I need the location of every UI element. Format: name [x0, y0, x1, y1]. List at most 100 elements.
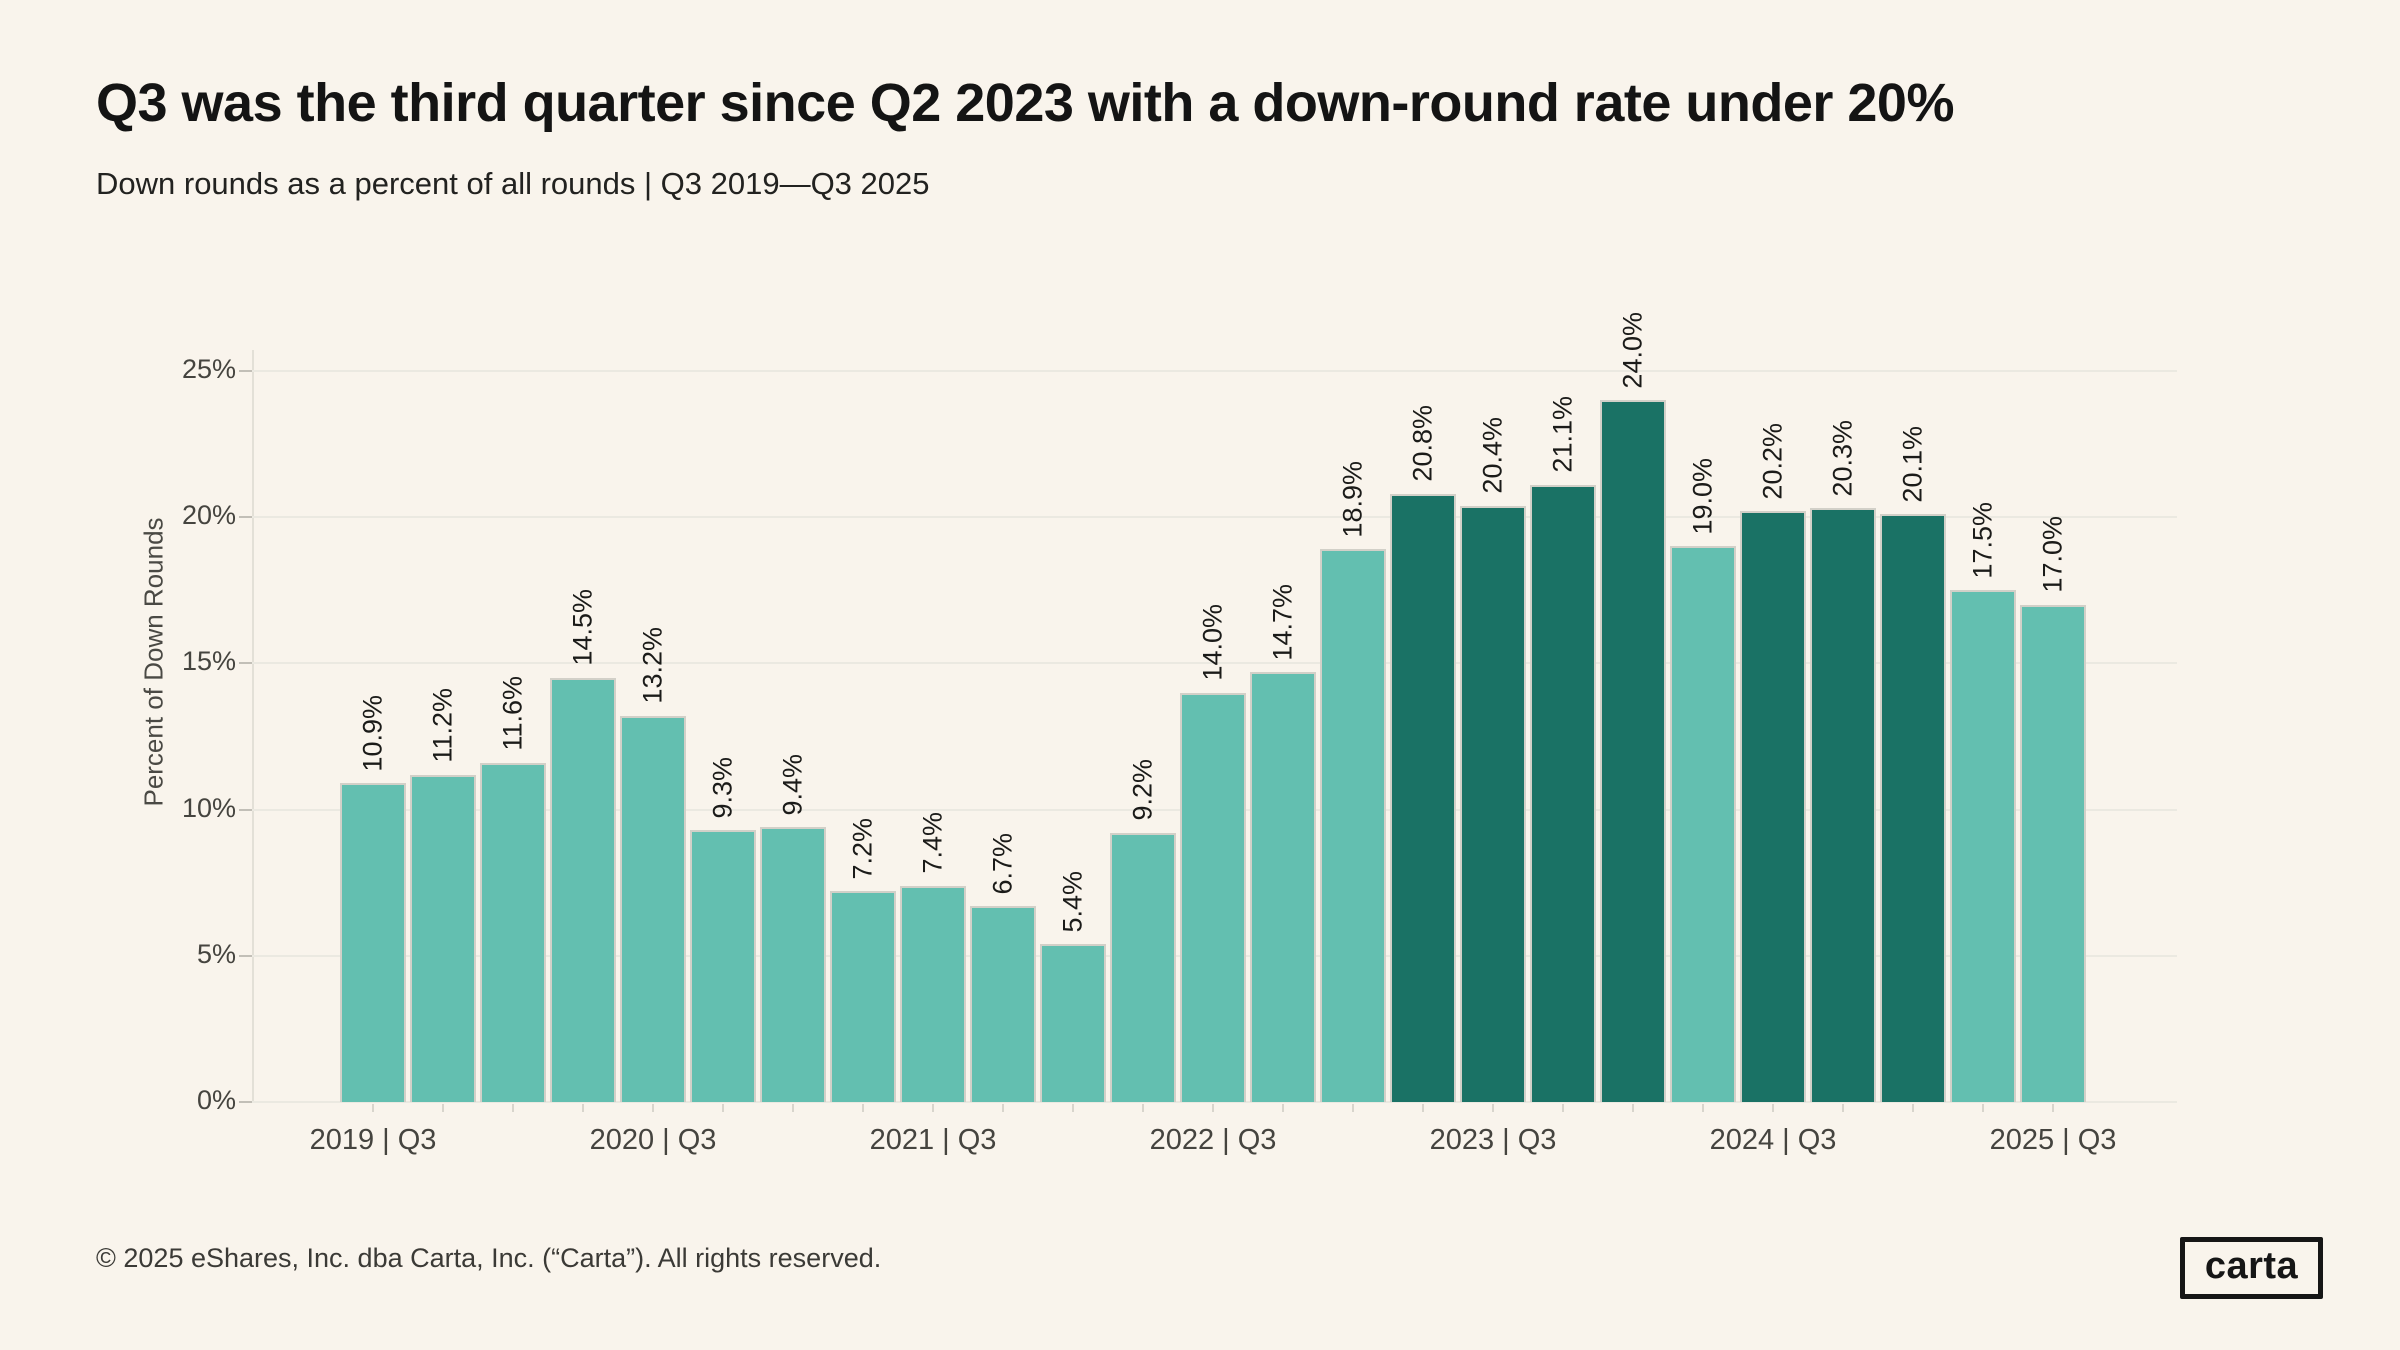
y-tick: [239, 808, 252, 811]
x-tick-label: 2025 | Q3: [1989, 1124, 2117, 1156]
x-tick-label: 2023 | Q3: [1429, 1124, 1557, 1156]
bar-value-label: 21.1%: [1547, 396, 1578, 474]
bar-slot-2024 Q2: 19.0%: [1670, 191, 1736, 1102]
y-tick: [239, 1101, 252, 1103]
carta-logo-text: carta: [2204, 1245, 2299, 1287]
bar-value-label: 14.7%: [1267, 583, 1298, 661]
bar-2025 Q3: [2020, 604, 2086, 1102]
gridline-15%: [252, 662, 2177, 665]
bar-slot-2024 Q3: 20.2%: [1740, 191, 1806, 1102]
x-tick: [1632, 1104, 1634, 1112]
y-tick-label: 0%: [196, 1085, 236, 1115]
bar-2021 Q4: [970, 906, 1036, 1102]
bar-2023 Q1: [1320, 549, 1386, 1102]
x-tick: [792, 1104, 794, 1112]
y-tick-label: 15%: [181, 646, 236, 677]
bar-slot-2019 Q3: 10.9%: [340, 191, 406, 1102]
bar-value-label: 20.2%: [1757, 422, 1788, 500]
bar-value-label: 14.0%: [1197, 604, 1228, 681]
bar-2023 Q2: [1390, 493, 1456, 1102]
bar-value-label: 11.6%: [497, 676, 528, 751]
bar-2024 Q1: [1600, 400, 1666, 1102]
bar-value-label: 17.5%: [1967, 501, 1998, 579]
bar-slot-2025 Q3: 17.0%: [2020, 191, 2086, 1102]
bar-slot-2024 Q1: 24.0%: [1600, 191, 1666, 1102]
x-tick: [1912, 1104, 1914, 1112]
bar-value-label: 13.2%: [637, 627, 668, 705]
x-tick-label: 2019 | Q3: [309, 1124, 437, 1156]
bar-slot-2022 Q3: 14.0%: [1180, 191, 1246, 1102]
x-tick: [1422, 1104, 1424, 1112]
bar-slot-2023 Q1: 18.9%: [1320, 191, 1386, 1102]
y-tick: [239, 954, 252, 957]
bar-value-label: 7.2%: [847, 817, 878, 880]
x-tick: [1842, 1104, 1844, 1112]
bar-slot-2025 Q1: 20.1%: [1880, 191, 1946, 1102]
bar-slot-2024 Q4: 20.3%: [1810, 191, 1876, 1102]
gridline-20%: [252, 516, 2177, 519]
bar-2025 Q2: [1950, 590, 2016, 1102]
x-tick: [1352, 1104, 1354, 1112]
bar-slot-2020 Q4: 9.3%: [690, 191, 756, 1102]
bar-2021 Q3: [900, 885, 966, 1102]
x-tick: [582, 1104, 584, 1112]
y-tick: [239, 516, 252, 519]
gridline-0%: [252, 1101, 2177, 1103]
bar-2023 Q3: [1460, 505, 1526, 1102]
x-tick: [652, 1104, 654, 1112]
plot-area: 10.9% 11.2% 11.6% 14.5% 13.2% 9.3% 9.4% 7.2% 7.4…: [252, 312, 2177, 1103]
y-tick: [239, 662, 252, 665]
bar-slot-2020 Q1: 11.6%: [480, 191, 546, 1102]
bar-value-label: 20.8%: [1407, 405, 1438, 482]
bar-slot-2022 Q4: 14.7%: [1250, 191, 1316, 1102]
bar-2024 Q4: [1810, 508, 1876, 1102]
bar-value-label: 20.1%: [1897, 425, 1928, 503]
bar-slot-2019 Q4: 11.2%: [410, 191, 476, 1102]
x-tick: [722, 1104, 724, 1112]
x-tick: [1772, 1104, 1774, 1112]
bar-value-label: 9.3%: [707, 756, 738, 819]
bar-slot-2023 Q4: 21.1%: [1530, 191, 1596, 1102]
bar-2024 Q2: [1670, 546, 1736, 1102]
bar-2019 Q3: [340, 783, 406, 1102]
x-tick: [1562, 1104, 1564, 1112]
x-tick-label: 2020 | Q3: [589, 1124, 717, 1156]
x-tick: [1702, 1104, 1704, 1112]
bar-slot-2021 Q3: 7.4%: [900, 191, 966, 1102]
bar-value-label: 18.9%: [1337, 460, 1368, 538]
x-tick: [512, 1104, 514, 1112]
bar-value-label: 20.3%: [1827, 419, 1858, 497]
x-tick: [1282, 1104, 1284, 1112]
x-tick: [2052, 1104, 2054, 1112]
bar-value-label: 24.0%: [1617, 311, 1648, 389]
x-tick: [862, 1104, 864, 1112]
bar-slot-2021 Q4: 6.7%: [970, 191, 1036, 1102]
gridline-25%: [252, 370, 2177, 372]
x-tick-label: 2022 | Q3: [1149, 1124, 1277, 1156]
bar-value-label: 5.4%: [1057, 870, 1088, 933]
page-subtitle: Down rounds as a percent of all rounds |…: [96, 166, 930, 201]
x-tick: [1212, 1104, 1214, 1112]
bar-slot-2023 Q2: 20.8%: [1390, 191, 1456, 1102]
bar-value-label: 19.0%: [1687, 457, 1718, 535]
bar-value-label: 9.4%: [777, 753, 808, 816]
bar-2020 Q3: [620, 716, 686, 1102]
bar-slot-2022 Q1: 5.4%: [1040, 191, 1106, 1102]
bar-2021 Q1: [760, 827, 826, 1102]
bar-slot-2023 Q3: 20.4%: [1460, 191, 1526, 1102]
bar-2020 Q4: [690, 830, 756, 1102]
bar-2019 Q4: [410, 774, 476, 1102]
x-tick: [1492, 1104, 1494, 1112]
bar-2024 Q3: [1740, 511, 1806, 1102]
bar-value-label: 9.2%: [1127, 759, 1158, 821]
x-tick: [1072, 1104, 1074, 1112]
bar-value-label: 17.0%: [2037, 516, 2068, 593]
bar-value-label: 11.2%: [427, 687, 458, 763]
bar-2025 Q1: [1880, 514, 1946, 1102]
bar-slot-2020 Q2: 14.5%: [550, 191, 616, 1102]
bar-2023 Q4: [1530, 485, 1596, 1102]
y-tick-label: 20%: [181, 500, 236, 531]
y-tick-label: 5%: [196, 938, 236, 969]
bar-2022 Q2: [1110, 833, 1176, 1102]
